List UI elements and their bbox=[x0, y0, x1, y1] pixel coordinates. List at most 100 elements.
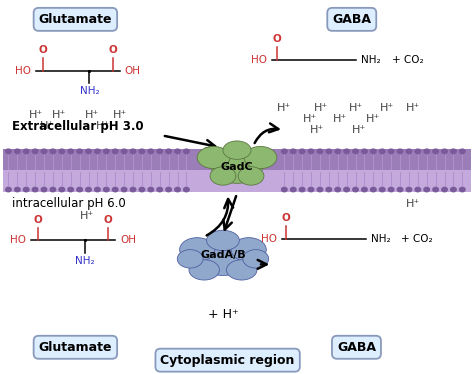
Text: H⁺: H⁺ bbox=[406, 103, 420, 113]
Ellipse shape bbox=[227, 260, 257, 280]
Text: H⁺: H⁺ bbox=[302, 114, 317, 124]
Circle shape bbox=[335, 149, 340, 153]
Text: O: O bbox=[282, 213, 291, 223]
Circle shape bbox=[379, 149, 385, 153]
Circle shape bbox=[121, 149, 127, 153]
Text: H⁺: H⁺ bbox=[333, 114, 347, 124]
Circle shape bbox=[459, 187, 465, 192]
Circle shape bbox=[77, 187, 82, 192]
Circle shape bbox=[130, 187, 136, 192]
Circle shape bbox=[282, 149, 287, 153]
Circle shape bbox=[433, 187, 438, 192]
Circle shape bbox=[442, 149, 447, 153]
Circle shape bbox=[166, 187, 172, 192]
Circle shape bbox=[166, 149, 172, 153]
Text: Glutamate: Glutamate bbox=[39, 13, 112, 26]
Text: H⁺: H⁺ bbox=[349, 103, 364, 113]
Circle shape bbox=[139, 187, 145, 192]
Circle shape bbox=[95, 187, 100, 192]
Circle shape bbox=[50, 187, 55, 192]
Text: HO: HO bbox=[15, 66, 31, 76]
Ellipse shape bbox=[211, 150, 263, 183]
Bar bbox=[3, 171, 471, 191]
Text: Extracellular pH 3.0: Extracellular pH 3.0 bbox=[12, 120, 144, 133]
Circle shape bbox=[23, 149, 29, 153]
Circle shape bbox=[299, 187, 305, 192]
Ellipse shape bbox=[244, 147, 277, 169]
Circle shape bbox=[379, 187, 385, 192]
Circle shape bbox=[130, 149, 136, 153]
Circle shape bbox=[50, 149, 55, 153]
Text: HO: HO bbox=[10, 235, 26, 245]
Text: GABA: GABA bbox=[332, 13, 371, 26]
Text: H⁺: H⁺ bbox=[28, 110, 43, 120]
Circle shape bbox=[362, 149, 367, 153]
Circle shape bbox=[282, 187, 287, 192]
Text: H⁺: H⁺ bbox=[380, 103, 394, 113]
Circle shape bbox=[291, 149, 296, 153]
Circle shape bbox=[424, 149, 429, 153]
Circle shape bbox=[406, 187, 412, 192]
Text: H⁺: H⁺ bbox=[366, 114, 380, 124]
Circle shape bbox=[32, 187, 38, 192]
Ellipse shape bbox=[231, 237, 266, 261]
Circle shape bbox=[139, 149, 145, 153]
Text: GadA/B: GadA/B bbox=[200, 250, 246, 260]
Circle shape bbox=[23, 187, 29, 192]
Circle shape bbox=[112, 187, 118, 192]
Circle shape bbox=[451, 187, 456, 192]
Circle shape bbox=[183, 187, 189, 192]
Circle shape bbox=[371, 149, 376, 153]
Text: GABA: GABA bbox=[337, 341, 376, 354]
Circle shape bbox=[451, 149, 456, 153]
Circle shape bbox=[112, 149, 118, 153]
Circle shape bbox=[317, 149, 323, 153]
Ellipse shape bbox=[210, 167, 236, 185]
Text: H⁺: H⁺ bbox=[80, 211, 94, 221]
Circle shape bbox=[362, 187, 367, 192]
Ellipse shape bbox=[177, 249, 203, 268]
Text: OH: OH bbox=[120, 235, 136, 245]
Text: H⁺: H⁺ bbox=[85, 110, 99, 120]
Circle shape bbox=[121, 187, 127, 192]
Text: H⁺: H⁺ bbox=[96, 121, 110, 131]
Circle shape bbox=[183, 149, 189, 153]
Circle shape bbox=[397, 187, 403, 192]
Text: + CO₂: + CO₂ bbox=[401, 234, 433, 243]
Text: O: O bbox=[34, 215, 42, 224]
Text: + CO₂: + CO₂ bbox=[392, 55, 423, 65]
Circle shape bbox=[397, 149, 403, 153]
Text: H⁺: H⁺ bbox=[406, 199, 420, 209]
Circle shape bbox=[326, 187, 332, 192]
Text: Glutamate: Glutamate bbox=[39, 341, 112, 354]
Ellipse shape bbox=[238, 167, 264, 185]
Circle shape bbox=[388, 149, 394, 153]
Circle shape bbox=[157, 187, 163, 192]
Text: NH₂: NH₂ bbox=[75, 256, 95, 266]
Circle shape bbox=[299, 149, 305, 153]
Circle shape bbox=[424, 187, 429, 192]
Ellipse shape bbox=[197, 147, 230, 169]
Text: H⁺: H⁺ bbox=[40, 121, 55, 131]
Circle shape bbox=[175, 149, 180, 153]
Circle shape bbox=[41, 149, 47, 153]
Circle shape bbox=[415, 187, 420, 192]
Circle shape bbox=[59, 187, 64, 192]
Circle shape bbox=[442, 187, 447, 192]
Ellipse shape bbox=[180, 237, 215, 261]
Circle shape bbox=[6, 187, 11, 192]
Circle shape bbox=[148, 149, 154, 153]
Circle shape bbox=[317, 187, 323, 192]
Circle shape bbox=[388, 187, 394, 192]
Text: OH: OH bbox=[125, 66, 141, 76]
Ellipse shape bbox=[207, 230, 239, 251]
Text: H⁺: H⁺ bbox=[314, 103, 328, 113]
Text: HO: HO bbox=[261, 234, 277, 243]
Circle shape bbox=[406, 149, 412, 153]
Circle shape bbox=[335, 187, 340, 192]
Circle shape bbox=[344, 187, 349, 192]
Circle shape bbox=[86, 149, 91, 153]
Text: O: O bbox=[38, 45, 47, 55]
Circle shape bbox=[291, 187, 296, 192]
Circle shape bbox=[459, 149, 465, 153]
